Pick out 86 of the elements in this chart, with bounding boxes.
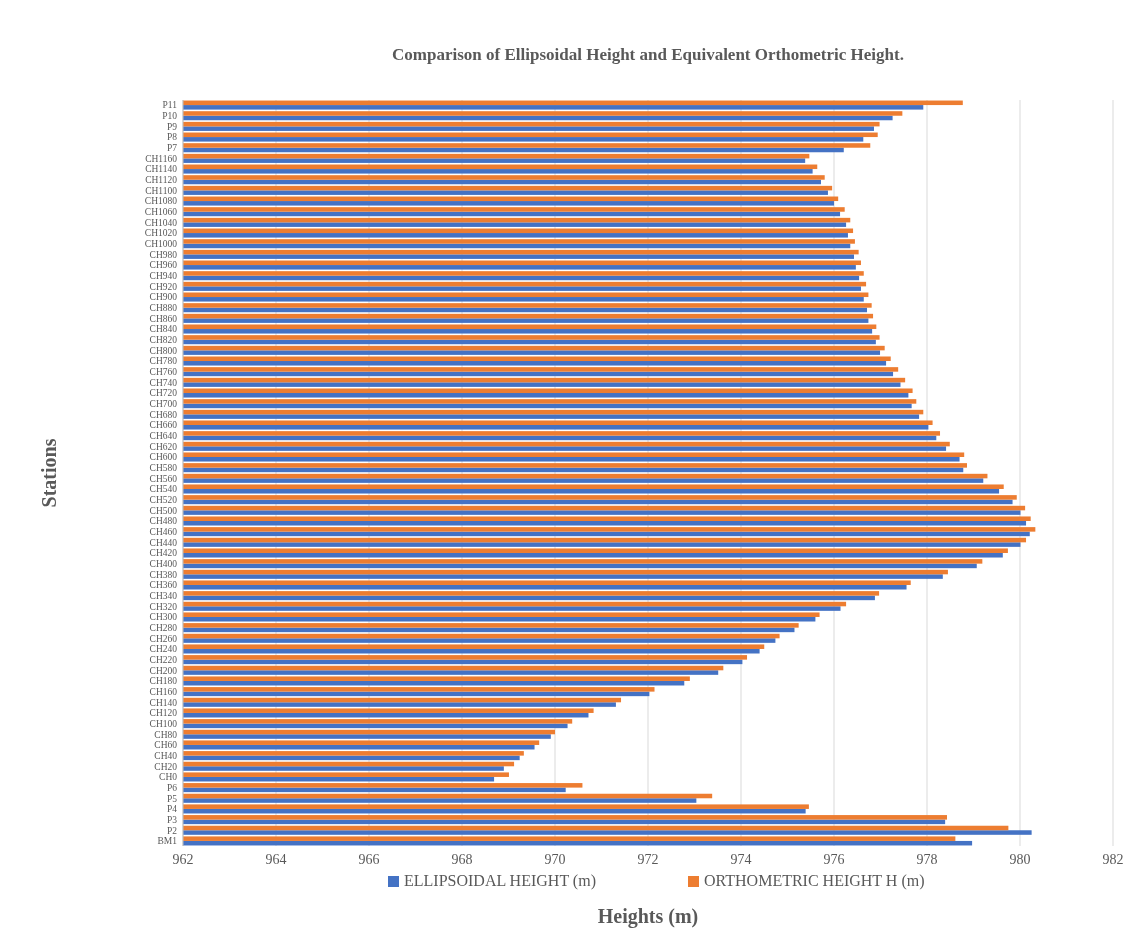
- y-tick-label: P6: [166, 782, 178, 793]
- y-tick-label: CH260: [149, 633, 178, 644]
- y-tick-label: CH220: [149, 654, 178, 665]
- y-tick-label: P8: [166, 132, 178, 143]
- y-tick-label: CH920: [149, 281, 178, 292]
- y-tick-label: CH1060: [144, 207, 178, 218]
- y-tick-label: CH40: [154, 750, 178, 761]
- y-tick-label: CH720: [149, 388, 178, 399]
- y-axis-title: Stations: [38, 438, 60, 508]
- y-tick-label: CH1160: [145, 153, 178, 164]
- x-axis-title: Heights (m): [597, 905, 699, 928]
- x-tick-label: 980: [1009, 852, 1031, 867]
- x-tick-label: 964: [265, 852, 287, 867]
- y-tick-label: CH600: [149, 452, 178, 463]
- x-tick-label: 970: [544, 852, 566, 867]
- y-tick-label: CH740: [149, 377, 178, 388]
- y-tick-label: CH240: [149, 644, 178, 655]
- y-tick-label: CH200: [149, 665, 178, 676]
- y-tick-label: CH760: [149, 367, 178, 378]
- y-tick-label: P11: [162, 100, 178, 111]
- y-tick-label: CH1120: [145, 175, 178, 186]
- y-tick-label: P10: [162, 111, 178, 122]
- x-tick-label: 978: [916, 852, 938, 867]
- y-tick-label: CH1140: [145, 164, 178, 175]
- y-tick-label: P5: [166, 793, 178, 804]
- y-tick-label: CH1020: [144, 228, 178, 239]
- y-tick-label: CH580: [149, 462, 178, 473]
- chart-title: Comparison of Ellipsoidal Height and Equivalent Orthometric Height.: [392, 45, 904, 64]
- y-tick-label: CH680: [149, 409, 178, 420]
- y-tick-label: CH960: [149, 260, 178, 271]
- y-tick-label: CH780: [149, 356, 178, 367]
- y-tick-label: CH340: [149, 590, 178, 601]
- y-tick-label: P4: [166, 804, 178, 815]
- y-tick-label: CH980: [149, 249, 178, 260]
- y-tick-label: CH540: [149, 484, 178, 495]
- y-tick-label: CH840: [149, 324, 178, 335]
- y-tick-label: CH0: [159, 772, 178, 783]
- y-tick-label: CH300: [149, 612, 178, 623]
- y-tick-label: CH360: [149, 580, 178, 591]
- x-tick-label: 966: [358, 852, 380, 867]
- y-tick-label: CH800: [149, 345, 178, 356]
- y-tick-label: CH140: [149, 697, 178, 708]
- y-tick-label: CH620: [149, 441, 178, 452]
- x-tick-label: 962: [172, 852, 194, 867]
- y-tick-label: CH940: [149, 271, 178, 282]
- y-tick-label: CH500: [149, 505, 178, 516]
- y-tick-label: CH180: [149, 676, 178, 687]
- y-tick-label: P9: [166, 121, 178, 132]
- y-tick-label: CH20: [154, 761, 178, 772]
- y-tick-label: CH420: [149, 548, 178, 559]
- y-tick-label: CH1100: [145, 185, 178, 196]
- y-tick-label: P3: [166, 814, 178, 825]
- y-tick-label: CH820: [149, 335, 178, 346]
- x-tick-label: 976: [823, 852, 845, 867]
- legend-label: ELLIPSOIDAL HEIGHT (m): [404, 872, 596, 890]
- y-tick-label: P2: [166, 825, 178, 836]
- y-tick-label: CH160: [149, 686, 178, 697]
- y-tick-label: CH320: [149, 601, 178, 612]
- y-tick-label: CH60: [154, 740, 178, 751]
- y-tick-label: CH100: [149, 718, 178, 729]
- x-tick-label: 982: [1102, 852, 1124, 867]
- y-tick-label: CH440: [149, 537, 178, 548]
- y-tick-label: CH460: [149, 526, 178, 537]
- x-tick-label: 974: [730, 852, 752, 867]
- y-tick-label: CH640: [149, 431, 178, 441]
- legend-label: ORTHOMETRIC HEIGHT H (m): [704, 872, 925, 890]
- y-tick-label: CH700: [149, 399, 178, 409]
- y-tick-label: CH520: [149, 494, 178, 505]
- y-tick-label: CH560: [149, 473, 178, 484]
- y-tick-label: P7: [166, 143, 178, 154]
- y-tick-label: CH1080: [144, 196, 178, 207]
- y-tick-label: CH80: [154, 729, 178, 740]
- y-tick-label: CH380: [149, 569, 178, 580]
- y-tick-label: CH880: [149, 303, 178, 314]
- y-tick-label: CH660: [149, 420, 178, 431]
- y-tick-label: CH1040: [144, 217, 178, 228]
- y-tick-label: CH120: [149, 708, 178, 719]
- y-tick-label: CH860: [149, 313, 178, 324]
- y-tick-label: CH280: [149, 622, 178, 633]
- x-tick-label: 968: [451, 852, 473, 867]
- y-tick-label: CH1000: [144, 239, 178, 250]
- y-tick-label: BM1: [157, 836, 178, 847]
- y-tick-label: CH400: [149, 558, 178, 569]
- y-tick-label: CH480: [149, 516, 178, 527]
- x-tick-label: 972: [637, 852, 659, 867]
- y-tick-label: CH900: [149, 292, 178, 303]
